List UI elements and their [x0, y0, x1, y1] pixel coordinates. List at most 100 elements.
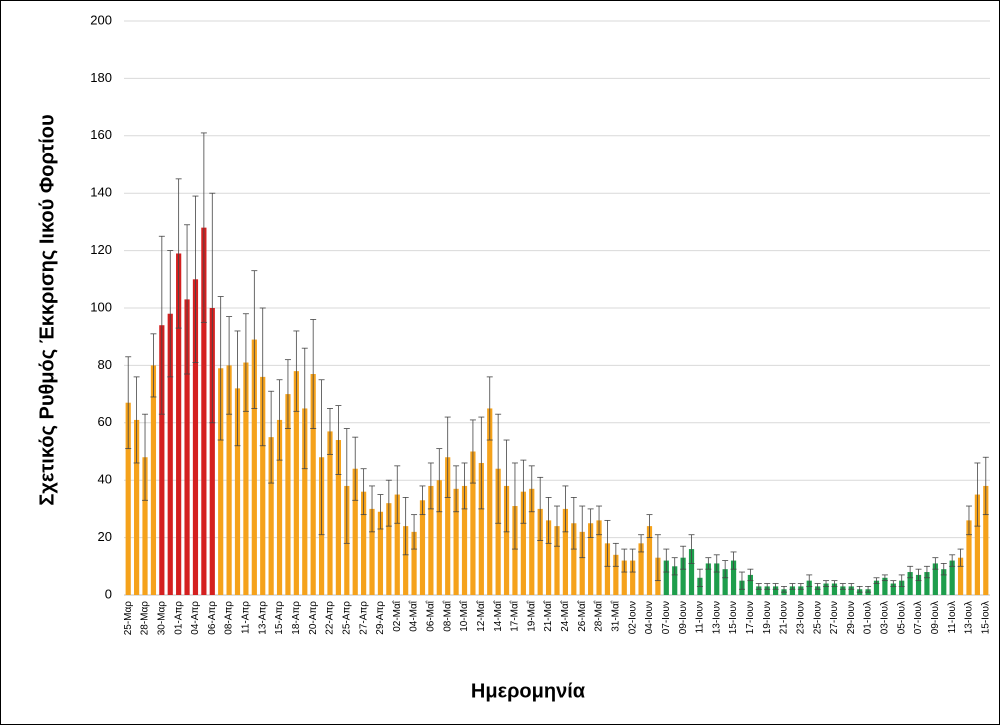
error-bar [503, 439, 510, 533]
bar [747, 574, 753, 595]
x-tick-label: 05-Ιουλ [896, 601, 907, 634]
error-bar [671, 557, 678, 576]
error-bar [898, 574, 905, 587]
error-bar [427, 462, 434, 510]
error-bar [823, 580, 830, 587]
x-tick-label: 04-Απρ [190, 601, 201, 635]
bar [730, 560, 737, 595]
error-bar [881, 574, 888, 582]
bar [873, 580, 880, 595]
error-bar [150, 333, 157, 398]
x-tick-label: 13-Ιουν [711, 601, 722, 634]
error-bar [125, 356, 132, 450]
bar [167, 313, 173, 595]
error-bar [335, 405, 342, 475]
y-tick-label: 40 [98, 472, 112, 487]
bar [159, 325, 165, 595]
error-bar [276, 379, 283, 461]
x-tick-label: 01-Απρ [173, 601, 184, 635]
bar [663, 560, 669, 595]
bar [932, 563, 938, 595]
bar [688, 549, 695, 595]
error-bar [596, 505, 603, 536]
error-bar [663, 548, 670, 573]
bar [445, 457, 451, 595]
error-bar [259, 307, 266, 447]
bar [260, 376, 266, 595]
y-axis-title: Σχετικός Ρυθμός Έκκρισης Ιικού Φορτίου [36, 114, 58, 505]
bar [756, 586, 762, 595]
bar [327, 431, 333, 595]
y-tick-label: 100 [90, 299, 112, 314]
x-tick-label: 23-Ιουν [795, 601, 806, 634]
error-bar [957, 548, 964, 567]
x-tick-label: 11-Απρ [241, 601, 252, 634]
error-bar [419, 485, 426, 516]
error-bar [511, 462, 518, 550]
bar [428, 485, 434, 595]
x-tick-label: 15-Ιουλ [980, 601, 991, 634]
error-bar [200, 132, 207, 323]
bar [764, 586, 770, 595]
bar [386, 503, 392, 595]
error-bar [369, 485, 376, 533]
error-bar [192, 195, 199, 363]
bar [562, 508, 569, 595]
y-tick-label: 120 [90, 242, 112, 257]
error-bar [167, 250, 174, 378]
bar [638, 543, 644, 595]
x-tick-label: 27-Απρ [358, 601, 369, 635]
error-bar [814, 583, 821, 590]
error-bar [974, 462, 981, 527]
x-tick-label: 27-Ιουν [829, 601, 840, 634]
y-tick-label: 160 [90, 127, 112, 142]
x-tick-label: 09-Ιουν [678, 601, 689, 634]
x-tick-label: 18-Απρ [291, 601, 302, 635]
x-tick-label: 28-Μαΐ [593, 600, 605, 632]
error-bar [133, 376, 140, 464]
bar [840, 586, 846, 595]
bar [579, 531, 585, 595]
error-bar [940, 563, 947, 576]
bar [831, 583, 838, 595]
error-bar [562, 485, 569, 533]
bar [823, 583, 829, 595]
bar [419, 500, 426, 595]
x-tick-label: 25-Μαρ [123, 601, 134, 636]
y-tick-label: 140 [90, 185, 112, 200]
error-bar [411, 514, 418, 550]
error-bar [318, 379, 325, 536]
bar [470, 451, 476, 595]
bar [201, 227, 207, 595]
error-bar [831, 580, 838, 587]
x-tick-label: 20-Απρ [308, 601, 319, 635]
bar [806, 580, 812, 595]
error-bar [453, 465, 460, 513]
error-bar [343, 428, 350, 544]
error-bar [385, 479, 392, 527]
error-bar [570, 497, 577, 550]
bar [907, 572, 913, 595]
error-bar [848, 583, 855, 590]
bar [512, 506, 518, 595]
bar [714, 563, 720, 595]
x-tick-label: 06-Μαΐ [425, 600, 437, 632]
error-bar [705, 557, 712, 570]
bar [487, 408, 493, 595]
bar [588, 523, 594, 595]
x-tick-label: 31-Μαΐ [609, 600, 621, 632]
bar [495, 468, 501, 595]
bar [672, 566, 678, 595]
error-bar [612, 542, 619, 567]
error-bar [646, 514, 653, 538]
bar [268, 437, 274, 595]
bar [394, 494, 400, 595]
error-bar [890, 580, 897, 587]
error-bar [604, 519, 611, 567]
x-tick-label: 19-Ιουν [762, 601, 773, 634]
bar [646, 526, 653, 595]
error-bar [680, 545, 687, 570]
error-bar [982, 456, 989, 516]
bar [285, 394, 291, 595]
